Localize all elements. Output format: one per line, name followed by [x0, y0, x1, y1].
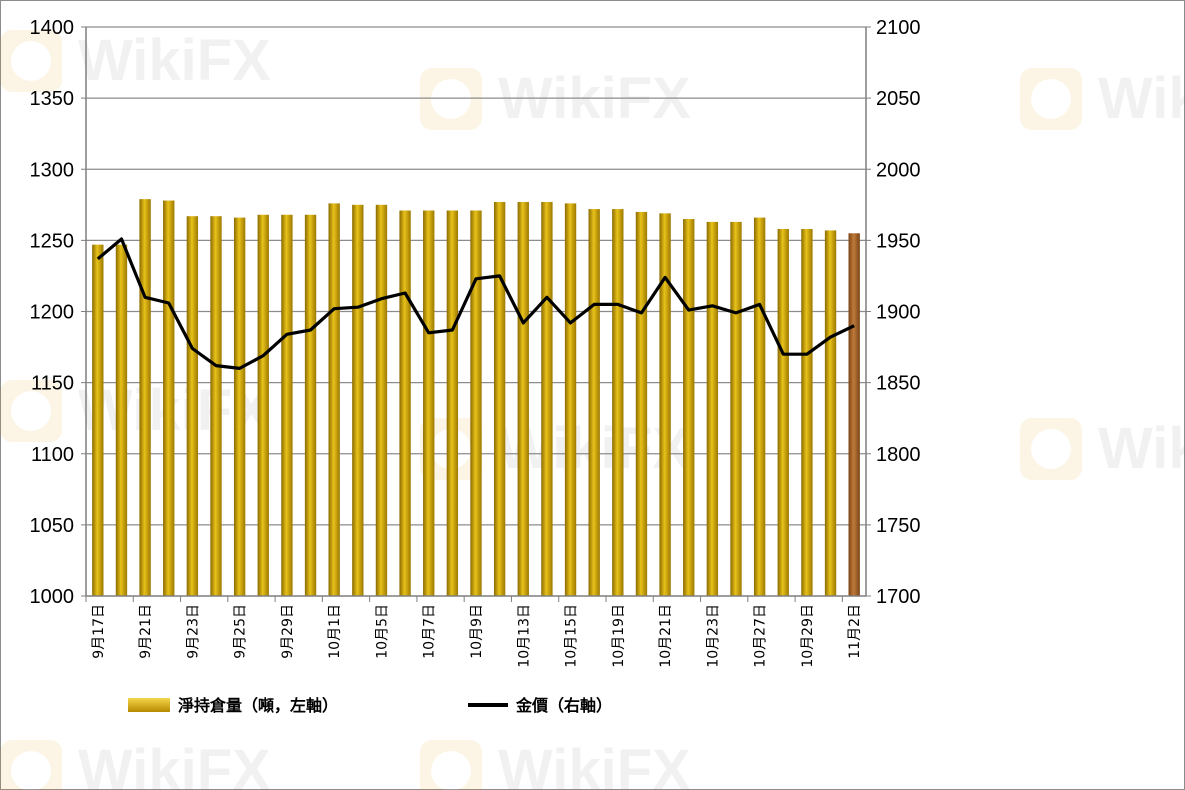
left-tick-label: 1100	[31, 444, 74, 466]
x-tick-label: 10月13日	[516, 604, 532, 668]
bar	[375, 204, 388, 596]
left-tick-label: 1000	[30, 586, 75, 608]
bar	[423, 210, 435, 596]
right-tick-label: 2000	[876, 159, 921, 181]
right-tick-label: 1750	[876, 515, 921, 537]
x-tick-label: 10月9日	[469, 604, 485, 659]
watermark-text: WikiFX	[1098, 66, 1185, 131]
right-tick-label: 2050	[876, 88, 921, 110]
left-tick-label: 1350	[30, 88, 75, 110]
left-tick-label: 1400	[30, 17, 75, 39]
x-axis-labels: 9月17日 9月21日 9月23日 9月25日 9月29日 10月1日 10月5日 10月7日…	[91, 604, 863, 668]
bar	[186, 216, 199, 596]
watermark-text: WikiFX	[78, 28, 271, 93]
watermark-text: WikiFX	[1098, 416, 1185, 481]
bar	[777, 228, 789, 596]
x-tick-label: 10月23日	[705, 604, 721, 668]
legend-bar-swatch	[128, 698, 170, 712]
bar	[824, 230, 837, 597]
bar	[115, 244, 128, 596]
legend-bar-label: 淨持倉量（噸，左軸）	[178, 696, 338, 715]
bar	[848, 233, 860, 596]
gold-price-line	[96, 237, 855, 370]
bar	[730, 221, 742, 596]
legend-line-label: 金價（右軸）	[515, 696, 612, 715]
watermark-icon: WikiFX	[0, 738, 271, 790]
bar	[281, 214, 293, 596]
x-tick-label: 9月21日	[138, 604, 154, 659]
bar	[163, 200, 175, 597]
x-tick-label: 10月21日	[658, 604, 674, 668]
watermark-text: WikiFX	[498, 738, 691, 790]
x-tick-label: 9月25日	[233, 604, 249, 659]
right-tick-label: 2100	[876, 17, 921, 39]
legend: 淨持倉量（噸，左軸） 金價（右軸）	[128, 696, 612, 715]
x-tick-label: 10月29日	[800, 604, 816, 668]
bar	[446, 210, 459, 596]
right-tick-label: 1700	[876, 586, 921, 608]
left-tick-label: 1300	[30, 159, 75, 181]
x-tick-label: 10月19日	[611, 604, 627, 668]
bar	[612, 209, 624, 596]
x-tick-label: 10月27日	[753, 604, 769, 668]
x-tick-label: 10月1日	[327, 604, 343, 659]
watermark-text: WikiFX	[78, 738, 271, 790]
left-tick-label: 1200	[30, 302, 75, 324]
left-tick-label: 1250	[30, 230, 75, 252]
bar	[517, 201, 529, 596]
bar	[470, 210, 482, 596]
x-tick-label: 10月7日	[422, 604, 438, 659]
bar	[257, 214, 269, 596]
watermark-icon: WikiFX	[420, 416, 691, 481]
bar	[233, 217, 246, 597]
bar	[541, 201, 553, 596]
watermark-icon: WikiFX	[420, 738, 691, 790]
right-tick-label: 1950	[876, 230, 921, 252]
bar	[328, 203, 340, 596]
x-tick-label: 9月17日	[91, 604, 107, 659]
right-axis-ticks: 1700 1750 1800 1850 1900 1950 2000 2050 2100	[876, 17, 921, 608]
left-tick-label: 1050	[30, 515, 75, 537]
bar	[304, 214, 317, 596]
x-tick-label: 9月23日	[185, 604, 201, 659]
line-series	[96, 237, 855, 370]
watermark-icon: WikiFX	[0, 28, 271, 93]
x-tick-label: 9月29日	[280, 604, 296, 659]
bar-series	[92, 199, 860, 597]
bar	[753, 217, 766, 597]
bar	[564, 203, 577, 596]
bar	[399, 210, 411, 596]
bar	[683, 219, 695, 596]
bar	[210, 216, 222, 596]
axes	[81, 26, 871, 602]
left-tick-label: 1150	[31, 373, 74, 395]
left-axis-ticks: 1000 1050 1100 1150 1200 1250 1300 1350 1400	[30, 17, 75, 608]
bar	[635, 211, 648, 597]
bar	[801, 228, 813, 596]
bar	[493, 201, 506, 596]
watermark-icon: WikiFX	[1020, 66, 1185, 131]
watermark-icon: WikiFX	[1020, 416, 1185, 481]
x-tick-label: 11月2日	[847, 604, 863, 659]
bar	[92, 244, 104, 596]
bar	[659, 213, 671, 596]
right-tick-label: 1850	[876, 373, 921, 395]
bar	[588, 209, 600, 596]
bar	[352, 204, 364, 596]
x-tick-label: 10月5日	[375, 604, 391, 659]
right-tick-label: 1800	[876, 444, 921, 466]
x-tick-label: 10月15日	[564, 604, 580, 668]
bar	[706, 221, 719, 596]
right-tick-label: 1900	[876, 302, 921, 324]
bar	[139, 199, 151, 596]
